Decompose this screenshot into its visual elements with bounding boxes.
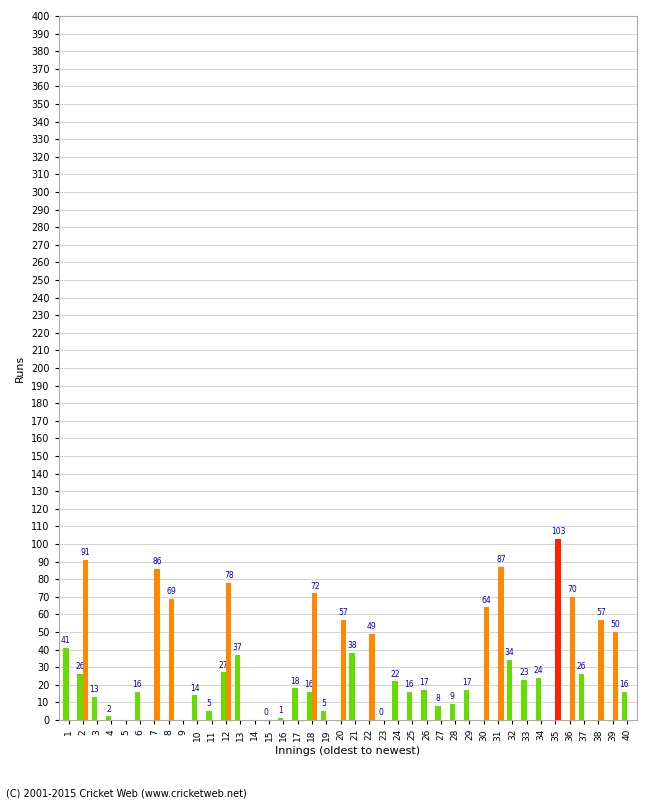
Bar [507,660,512,720]
Text: 14: 14 [190,683,200,693]
Text: 16: 16 [304,680,314,689]
Text: 5: 5 [321,699,326,709]
Text: 50: 50 [610,620,620,630]
Text: 49: 49 [367,622,377,631]
Bar [555,538,561,720]
Text: 103: 103 [551,527,566,536]
Text: 16: 16 [619,680,629,689]
Text: 5: 5 [207,699,211,709]
Bar [169,598,174,720]
Bar [450,704,455,720]
Bar [77,674,83,720]
Text: 13: 13 [90,686,99,694]
Text: 86: 86 [152,557,162,566]
Bar [484,607,489,720]
Bar [521,679,527,720]
Bar [464,690,469,720]
Bar [292,688,298,720]
Text: 57: 57 [339,608,348,617]
Text: 69: 69 [166,586,176,596]
Text: 26: 26 [577,662,586,671]
Text: 91: 91 [81,548,90,557]
Text: 70: 70 [567,585,577,594]
Bar [321,711,326,720]
Bar [498,567,504,720]
Bar [613,632,618,720]
Text: 0: 0 [264,708,268,718]
X-axis label: Innings (oldest to newest): Innings (oldest to newest) [275,746,421,756]
Bar [341,620,346,720]
Bar [599,620,604,720]
Text: 27: 27 [218,661,228,670]
Bar [312,594,317,720]
Bar [307,692,312,720]
Bar [135,692,140,720]
Text: 8: 8 [436,694,441,703]
Text: (C) 2001-2015 Cricket Web (www.cricketweb.net): (C) 2001-2015 Cricket Web (www.cricketwe… [6,788,247,798]
Text: 72: 72 [310,582,320,590]
Text: 34: 34 [505,648,515,658]
Text: 17: 17 [419,678,428,687]
Text: 37: 37 [233,643,242,652]
Bar [393,682,398,720]
Bar [350,653,355,720]
Bar [92,697,97,720]
Text: 38: 38 [347,642,357,650]
Bar [226,582,231,720]
Text: 26: 26 [75,662,85,671]
Text: 16: 16 [405,680,414,689]
Text: 41: 41 [61,636,71,645]
Text: 64: 64 [482,595,491,605]
Bar [192,695,198,720]
Bar [206,711,212,720]
Text: 9: 9 [450,692,455,702]
Text: 78: 78 [224,571,233,580]
Text: 1: 1 [278,706,283,715]
Text: 0: 0 [378,708,383,718]
Bar [63,648,68,720]
Y-axis label: Runs: Runs [16,354,25,382]
Text: 23: 23 [519,668,529,677]
Text: 87: 87 [496,555,506,564]
Text: 17: 17 [462,678,471,687]
Bar [155,569,160,720]
Text: 22: 22 [391,670,400,678]
Bar [220,673,226,720]
Bar [369,634,374,720]
Text: 16: 16 [133,680,142,689]
Bar [235,655,240,720]
Text: 24: 24 [534,666,543,675]
Bar [569,597,575,720]
Text: 57: 57 [596,608,606,617]
Bar [621,692,627,720]
Bar [536,678,541,720]
Bar [421,690,426,720]
Bar [578,674,584,720]
Text: 2: 2 [107,705,111,714]
Bar [278,718,283,720]
Text: 18: 18 [290,677,300,686]
Bar [83,560,88,720]
Bar [106,717,112,720]
Bar [436,706,441,720]
Bar [407,692,412,720]
